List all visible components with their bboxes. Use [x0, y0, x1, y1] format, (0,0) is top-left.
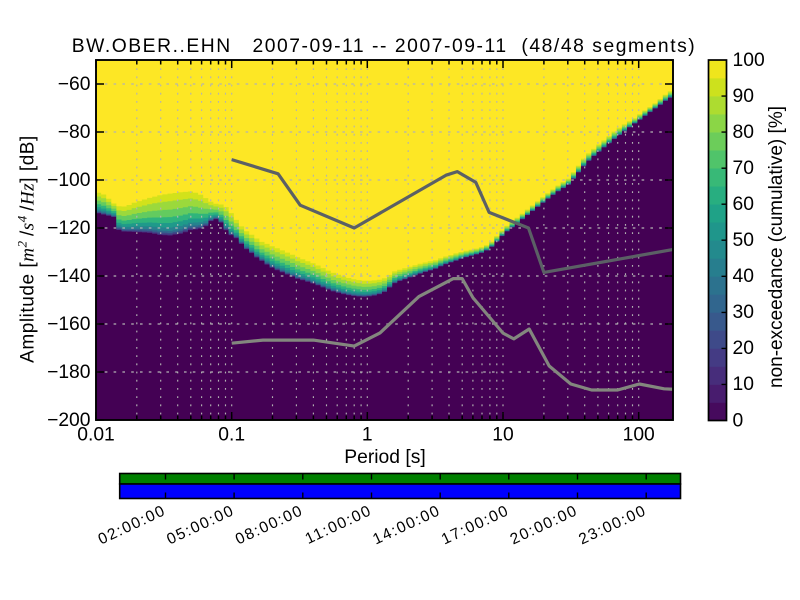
- svg-text:60: 60: [733, 194, 754, 215]
- svg-text:−120: −120: [47, 218, 90, 239]
- svg-text:10: 10: [492, 425, 513, 446]
- svg-text:−160: −160: [47, 314, 90, 335]
- svg-text:−180: −180: [47, 362, 90, 383]
- svg-text:0.01: 0.01: [77, 425, 115, 446]
- svg-text:non-exceedance (cumulative) [%: non-exceedance (cumulative) [%]: [766, 106, 787, 388]
- svg-text:70: 70: [733, 158, 754, 179]
- svg-text:40: 40: [733, 266, 754, 287]
- svg-text:0: 0: [733, 410, 744, 431]
- svg-text:Amplitude [m2 /s4 /Hz] [dB]: Amplitude [m2 /s4 /Hz] [dB]: [15, 135, 39, 363]
- svg-text:BW.OBER..EHN 2007-09-11 -- 2: BW.OBER..EHN 2007-09-11 -- 2007-09-11 (4…: [72, 36, 697, 57]
- svg-text:Period [s]: Period [s]: [344, 447, 425, 468]
- svg-text:80: 80: [733, 122, 754, 143]
- svg-text:100: 100: [623, 425, 655, 446]
- svg-text:30: 30: [733, 302, 754, 323]
- svg-text:100: 100: [733, 50, 765, 71]
- svg-text:−140: −140: [47, 266, 90, 287]
- svg-text:50: 50: [733, 230, 754, 251]
- svg-text:90: 90: [733, 86, 754, 107]
- svg-text:−100: −100: [47, 170, 90, 191]
- svg-text:−60: −60: [58, 74, 91, 95]
- svg-text:0.1: 0.1: [218, 425, 245, 446]
- svg-text:1: 1: [362, 425, 373, 446]
- svg-text:−200: −200: [47, 410, 90, 431]
- svg-text:10: 10: [733, 374, 754, 395]
- svg-text:20: 20: [733, 338, 754, 359]
- svg-text:−80: −80: [58, 122, 91, 143]
